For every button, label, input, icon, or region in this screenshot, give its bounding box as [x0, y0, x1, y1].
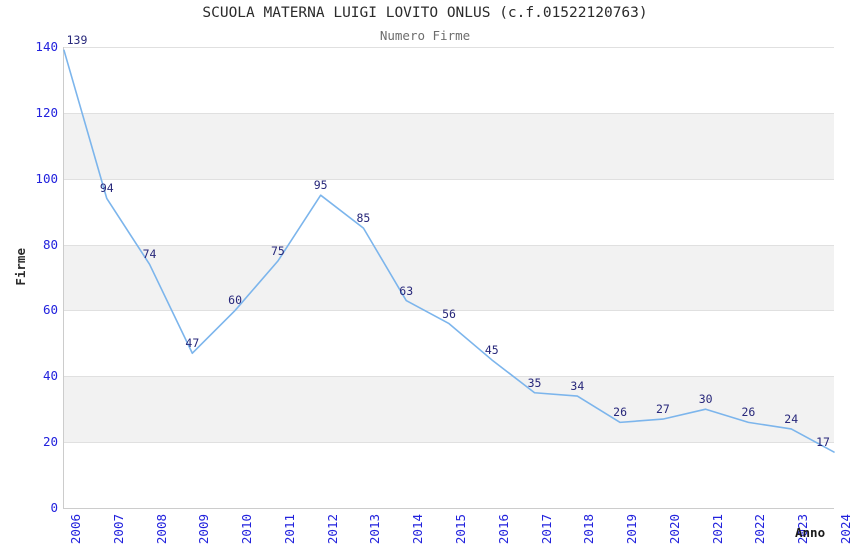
grid-line: [64, 178, 834, 180]
y-axis-ticks: 0 20 40 60 80 100 120 140: [8, 40, 58, 514]
data-label: 35: [527, 375, 542, 390]
x-axis-tick-label: 2017: [538, 514, 554, 545]
x-axis-tick-label: 2009: [196, 514, 212, 545]
x-axis-tick-label: 2007: [110, 514, 126, 545]
y-axis-tick-label: 80: [42, 236, 58, 252]
x-axis-tick-label: 2006: [68, 514, 83, 545]
y-axis-tick-label: 100: [35, 170, 58, 186]
y-axis-tick-label: 20: [42, 434, 58, 450]
data-label: 75: [270, 244, 285, 259]
data-label: 17: [816, 435, 830, 450]
x-axis-tick-label: 2014: [410, 514, 426, 545]
chart-title: SCUOLA MATERNA LUIGI LOVITO ONLUS (c.f.0…: [202, 5, 648, 21]
data-label: 30: [698, 392, 713, 407]
data-label: 45: [484, 342, 499, 357]
x-axis-tick-label: 2008: [153, 514, 169, 545]
data-label: 95: [313, 178, 328, 193]
x-axis-tick-label: 2013: [367, 514, 383, 545]
x-axis-tick-label: 2010: [239, 514, 255, 545]
grid-line: [64, 47, 834, 48]
y-axis-title: Firme: [13, 248, 28, 286]
x-axis-ticks: 2006 2007 2008 2009 2010 2011 2012 2013 2014 2015…: [63, 514, 850, 550]
x-axis-tick-label: 2015: [453, 514, 468, 545]
data-label: 74: [142, 247, 157, 262]
grid-line: [64, 376, 834, 378]
data-label: 139: [66, 33, 88, 48]
y-axis-tick-label: 120: [35, 104, 58, 120]
data-label: 94: [99, 181, 114, 196]
grid-line: [64, 442, 834, 444]
chart-subtitle: Numero Firme: [379, 28, 471, 43]
plot-band: [64, 244, 834, 311]
y-axis-tick-label: 40: [42, 368, 58, 384]
data-label: 34: [570, 379, 585, 394]
y-axis-tick-label: 0: [50, 500, 58, 515]
series-firme: [63, 49, 835, 453]
x-axis-tick-label: 2011: [281, 514, 297, 545]
x-axis-tick-label: 2020: [666, 514, 682, 545]
data-label: 60: [228, 293, 243, 308]
data-label: 85: [356, 211, 371, 226]
grid-line: [64, 310, 834, 312]
data-label: 56: [442, 306, 456, 321]
x-axis-tick-label: 2012: [324, 514, 340, 545]
data-label: 24: [784, 411, 799, 426]
plot-band: [64, 112, 834, 179]
grid-line: [64, 244, 834, 246]
plot-area: 139 94 74 47 60 75 95 85 63 56 45 35 34 26 27 30 26 24 17: [63, 33, 835, 509]
data-label: 26: [741, 405, 756, 420]
x-axis-tick-label: 2021: [709, 514, 725, 545]
grid-line: [64, 112, 834, 114]
data-label: 47: [185, 336, 200, 351]
x-axis-tick-label: 2016: [495, 514, 511, 545]
x-axis-tick-label: 2018: [581, 514, 597, 545]
data-label: 63: [399, 283, 414, 298]
y-axis-tick-label: 60: [42, 302, 58, 318]
x-axis-tick-label: 2022: [752, 514, 768, 545]
x-axis-tick-label: 2019: [624, 514, 640, 545]
data-label: 27: [655, 402, 670, 417]
x-axis-title: Anno: [795, 525, 826, 540]
data-label: 26: [613, 405, 628, 420]
series-line: [63, 49, 835, 453]
y-axis-tick-label: 140: [35, 39, 58, 54]
x-axis-tick-label: 2024: [838, 514, 850, 545]
